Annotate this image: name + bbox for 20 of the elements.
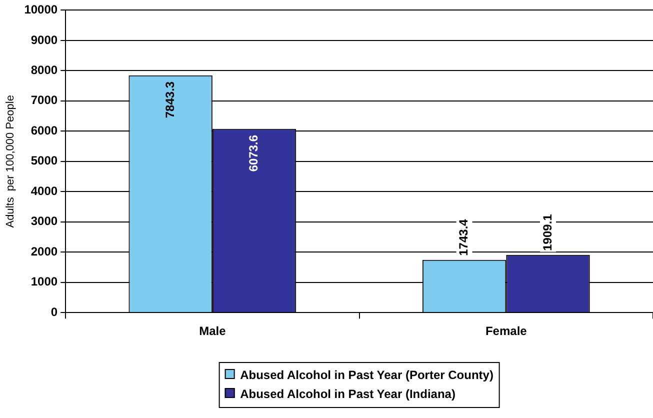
y-tick-label: 2000 (30, 244, 58, 258)
data-label: 1909.1 (540, 214, 554, 251)
y-tick-label: 5000 (30, 154, 58, 168)
legend-label: Abused Alcohol in Past Year (Porter County) (239, 367, 494, 384)
data-label: 7843.3 (162, 81, 177, 118)
y-tick-label: 0 (50, 304, 58, 319)
y-tick-label: 3000 (30, 214, 58, 228)
x-tick-label: Female (485, 324, 528, 338)
y-tick-label: 9000 (30, 32, 58, 47)
data-label: 1743.4 (456, 218, 471, 256)
x-tick-label: Male (199, 324, 226, 338)
y-tick-label: 7000 (30, 93, 58, 108)
y-tick-label: 10000 (24, 2, 58, 17)
y-axis-title: Adults per 100,000 People (4, 95, 17, 228)
legend-label: Abused Alcohol in Past Year (Indiana) (239, 386, 456, 403)
data-label: 6073.6 (246, 134, 261, 172)
y-tick-label: 4000 (30, 184, 58, 198)
y-tick-label: 1000 (30, 274, 58, 289)
y-tick-label: 8000 (30, 62, 58, 77)
y-tick-label: 6000 (30, 123, 58, 138)
